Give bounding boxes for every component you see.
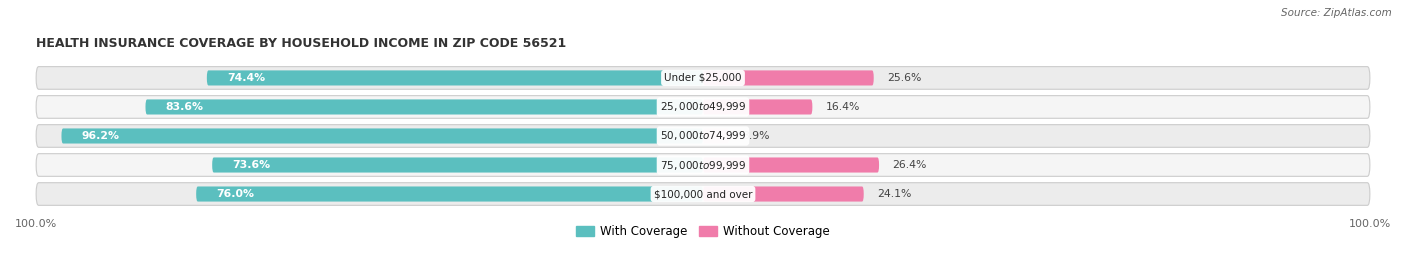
Text: HEALTH INSURANCE COVERAGE BY HOUSEHOLD INCOME IN ZIP CODE 56521: HEALTH INSURANCE COVERAGE BY HOUSEHOLD I… xyxy=(37,37,567,49)
FancyBboxPatch shape xyxy=(145,100,703,115)
Text: 3.9%: 3.9% xyxy=(742,131,770,141)
Legend: With Coverage, Without Coverage: With Coverage, Without Coverage xyxy=(572,221,834,243)
Text: 96.2%: 96.2% xyxy=(82,131,120,141)
FancyBboxPatch shape xyxy=(703,186,863,201)
Text: 83.6%: 83.6% xyxy=(166,102,204,112)
FancyBboxPatch shape xyxy=(703,128,728,144)
Text: 24.1%: 24.1% xyxy=(877,189,911,199)
Text: Source: ZipAtlas.com: Source: ZipAtlas.com xyxy=(1281,8,1392,18)
Text: 26.4%: 26.4% xyxy=(893,160,927,170)
Text: 16.4%: 16.4% xyxy=(825,102,860,112)
FancyBboxPatch shape xyxy=(37,96,1369,118)
Text: 74.4%: 74.4% xyxy=(226,73,264,83)
FancyBboxPatch shape xyxy=(62,128,703,144)
Text: $50,000 to $74,999: $50,000 to $74,999 xyxy=(659,129,747,143)
FancyBboxPatch shape xyxy=(212,157,703,172)
FancyBboxPatch shape xyxy=(207,70,703,86)
FancyBboxPatch shape xyxy=(37,67,1369,89)
FancyBboxPatch shape xyxy=(703,70,873,86)
Text: 25.6%: 25.6% xyxy=(887,73,921,83)
Text: Under $25,000: Under $25,000 xyxy=(664,73,742,83)
Text: $25,000 to $49,999: $25,000 to $49,999 xyxy=(659,100,747,114)
FancyBboxPatch shape xyxy=(37,125,1369,147)
FancyBboxPatch shape xyxy=(197,186,703,201)
Text: $75,000 to $99,999: $75,000 to $99,999 xyxy=(659,158,747,172)
FancyBboxPatch shape xyxy=(37,154,1369,176)
Text: $100,000 and over: $100,000 and over xyxy=(654,189,752,199)
FancyBboxPatch shape xyxy=(703,100,813,115)
FancyBboxPatch shape xyxy=(703,157,879,172)
FancyBboxPatch shape xyxy=(37,183,1369,205)
Text: 73.6%: 73.6% xyxy=(232,160,270,170)
Text: 76.0%: 76.0% xyxy=(217,189,254,199)
